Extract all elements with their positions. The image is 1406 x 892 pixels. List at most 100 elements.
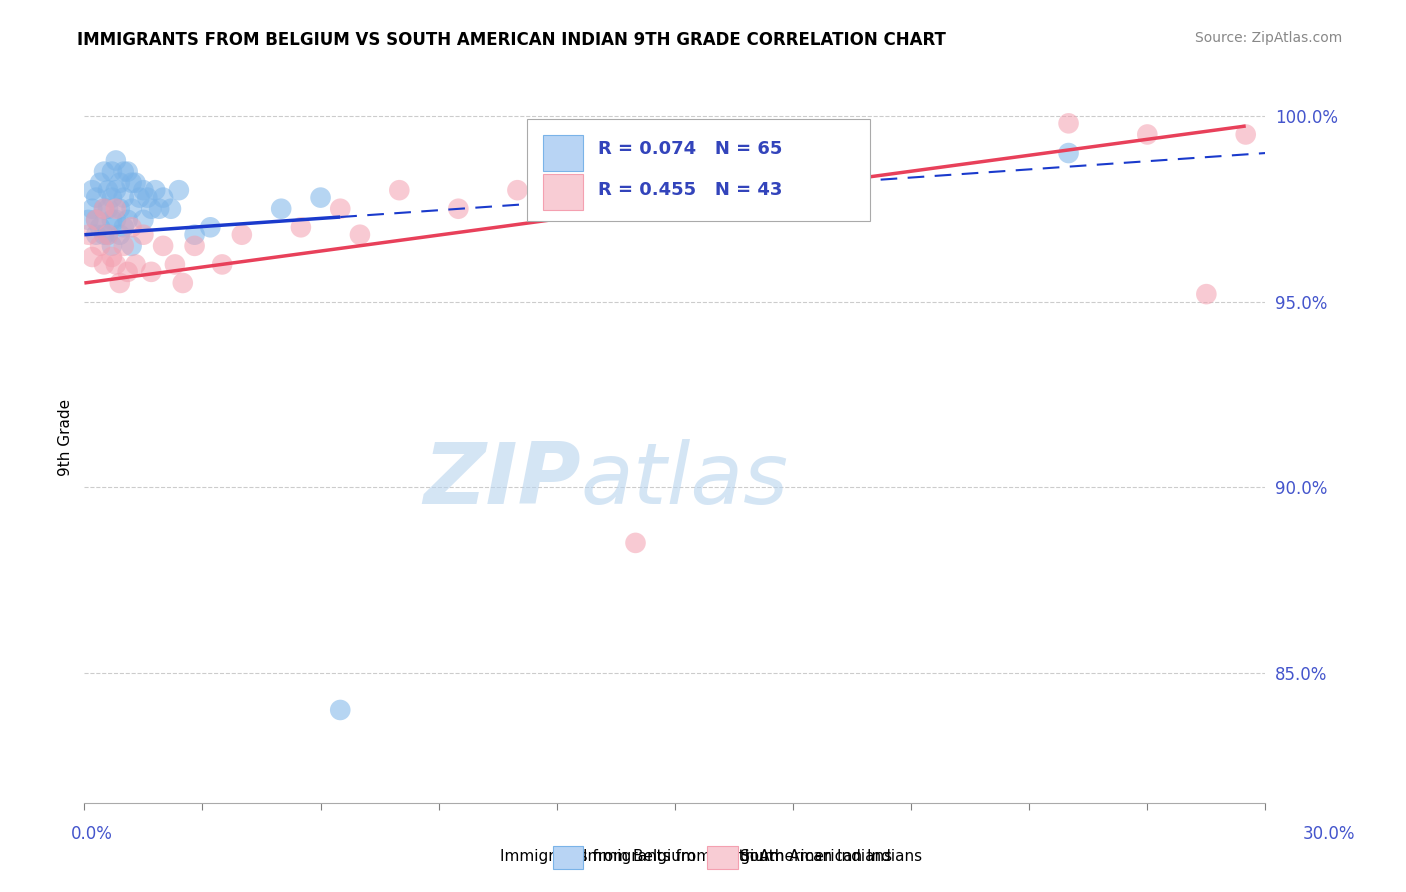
Point: [388, 183, 411, 197]
Point: [211, 257, 233, 271]
Point: [821, 146, 844, 161]
Point: [93, 164, 115, 178]
Point: [112, 164, 135, 178]
Point: [93, 227, 115, 242]
Point: [1195, 287, 1218, 301]
Point: [112, 239, 135, 253]
FancyBboxPatch shape: [543, 175, 582, 211]
Point: [84, 212, 107, 227]
Point: [82, 250, 104, 264]
Point: [121, 239, 143, 253]
Point: [104, 257, 127, 271]
Point: [104, 202, 127, 216]
Point: [108, 227, 131, 242]
Text: IMMIGRANTS FROM BELGIUM VS SOUTH AMERICAN INDIAN 9TH GRADE CORRELATION CHART: IMMIGRANTS FROM BELGIUM VS SOUTH AMERICA…: [77, 31, 946, 49]
Point: [93, 257, 115, 271]
Point: [148, 202, 170, 216]
Y-axis label: 9th Grade: 9th Grade: [58, 399, 73, 475]
Text: South American Indians: South American Indians: [740, 849, 922, 863]
Point: [117, 212, 139, 227]
Point: [93, 202, 115, 216]
Point: [121, 176, 143, 190]
Point: [132, 227, 155, 242]
Text: R = 0.074   N = 65: R = 0.074 N = 65: [598, 140, 783, 158]
Text: R = 0.455   N = 43: R = 0.455 N = 43: [598, 181, 783, 199]
Text: Immigrants from Belgium: Immigrants from Belgium: [501, 849, 696, 863]
Point: [183, 227, 205, 242]
Point: [84, 191, 107, 205]
Point: [101, 239, 124, 253]
Point: [349, 227, 371, 242]
Point: [112, 191, 135, 205]
Point: [309, 191, 332, 205]
Point: [104, 183, 127, 197]
Point: [82, 183, 104, 197]
Point: [1057, 116, 1080, 130]
Point: [124, 257, 146, 271]
Point: [121, 220, 143, 235]
Point: [132, 183, 155, 197]
Text: 0.0%: 0.0%: [70, 825, 112, 843]
Point: [77, 212, 100, 227]
Point: [104, 212, 127, 227]
Point: [1136, 128, 1159, 142]
Text: Source: ZipAtlas.com: Source: ZipAtlas.com: [1195, 31, 1343, 45]
Point: [163, 257, 186, 271]
Point: [141, 202, 163, 216]
Point: [104, 153, 127, 168]
Point: [506, 183, 529, 197]
Point: [231, 227, 253, 242]
Point: [97, 227, 120, 242]
Text: atlas: atlas: [581, 440, 789, 523]
Point: [84, 212, 107, 227]
Text: ZIP: ZIP: [423, 440, 581, 523]
Point: [117, 265, 139, 279]
Point: [108, 176, 131, 190]
Point: [128, 191, 150, 205]
Point: [290, 220, 312, 235]
Point: [183, 239, 205, 253]
Point: [101, 212, 124, 227]
Point: [108, 202, 131, 216]
Point: [97, 202, 120, 216]
Point: [124, 176, 146, 190]
Point: [270, 202, 292, 216]
Point: [329, 202, 352, 216]
Point: [447, 202, 470, 216]
Point: [101, 164, 124, 178]
FancyBboxPatch shape: [543, 135, 582, 171]
FancyBboxPatch shape: [527, 119, 870, 221]
Point: [152, 239, 174, 253]
Point: [89, 176, 111, 190]
Point: [160, 202, 183, 216]
Point: [703, 138, 725, 153]
Point: [93, 202, 115, 216]
Point: [89, 220, 111, 235]
Point: [121, 202, 143, 216]
Point: [84, 227, 107, 242]
Point: [167, 183, 190, 197]
Point: [132, 212, 155, 227]
Point: [664, 153, 686, 168]
Point: [108, 276, 131, 290]
Point: [101, 191, 124, 205]
Point: [101, 250, 124, 264]
Point: [97, 227, 120, 242]
Point: [1057, 146, 1080, 161]
Text: Immigrants from Belgium: Immigrants from Belgium: [583, 849, 779, 863]
Point: [329, 703, 352, 717]
Point: [1234, 128, 1257, 142]
Point: [112, 220, 135, 235]
Point: [77, 227, 100, 242]
Point: [97, 183, 120, 197]
Point: [624, 536, 647, 550]
Point: [172, 276, 194, 290]
Point: [117, 164, 139, 178]
Point: [89, 239, 111, 253]
Point: [143, 183, 166, 197]
Point: [141, 265, 163, 279]
Point: [136, 191, 159, 205]
Text: South American Indians: South American Indians: [710, 849, 893, 863]
Text: 30.0%: 30.0%: [1302, 825, 1355, 843]
Point: [200, 220, 222, 235]
